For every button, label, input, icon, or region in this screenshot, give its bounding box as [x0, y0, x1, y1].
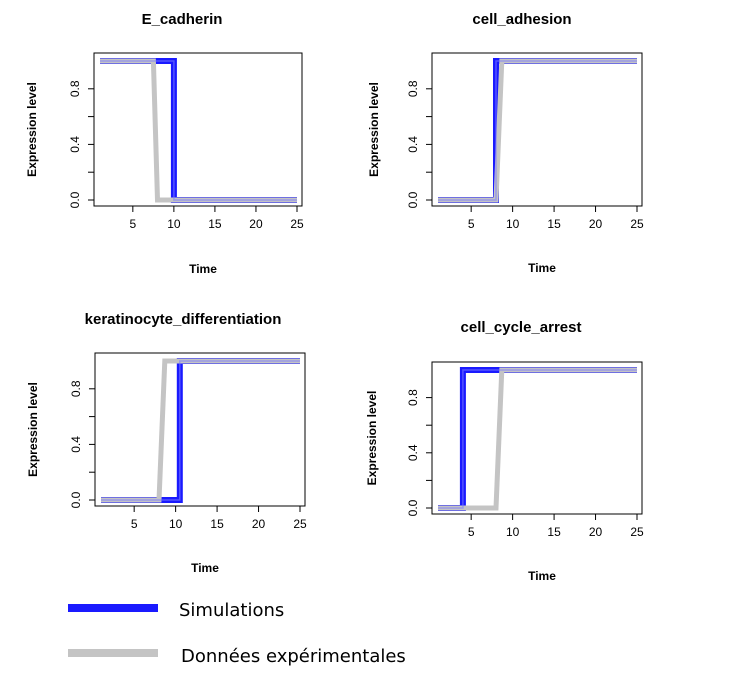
- series-line-donn-es-exp-rimentales: [101, 358, 300, 503]
- legend-label-simulations: Simulations: [179, 600, 284, 621]
- y-tick-label: 0.4: [69, 436, 83, 453]
- y-tick-label: 0.4: [406, 136, 420, 153]
- x-tick-label: 25: [293, 517, 307, 531]
- series-overlap-highlight: [438, 369, 637, 509]
- series-overlap-highlight: [101, 360, 300, 501]
- plot-frame: [431, 52, 643, 207]
- x-axis-label: Time: [528, 569, 556, 583]
- y-axis-label: Expression level: [26, 382, 40, 477]
- chart-panel-cell-adhesion: cell_adhesion 5 10 15 20 25 0.0 0.4 0.8 Time Expre…: [367, 11, 644, 275]
- y-tick-label: 0.0: [406, 499, 420, 516]
- chart-title: cell_adhesion: [472, 11, 571, 28]
- chart-panel-cell-cycle-arrest: cell_cycle_arrest 5 10 15 20 25 0.0 0.4 0.8 Time E…: [365, 319, 644, 583]
- series-line-donn-es-exp-rimentales: [438, 367, 637, 511]
- series-line-donn-es-exp-rimentales: [438, 58, 637, 203]
- series-line-simulations: [100, 58, 297, 203]
- x-tick-label: 15: [208, 217, 222, 231]
- chart-title: keratinocyte_differentiation: [85, 311, 282, 328]
- chart-panel-e-cadherin: E_cadherin 5 10 15 20 25 0.0 0.4 0.8 Time Expressi…: [25, 11, 304, 276]
- series-line-simulations: [438, 58, 637, 203]
- x-tick-label: 20: [252, 517, 266, 531]
- x-tick-label: 20: [589, 525, 603, 539]
- x-tick-label: 25: [630, 525, 644, 539]
- y-tick-label: 0.0: [406, 191, 420, 208]
- series-line-simulations: [438, 367, 637, 511]
- x-tick-label: 10: [506, 525, 520, 539]
- y-axis-label: Expression level: [367, 82, 381, 177]
- y-tick-label: 0.8: [69, 380, 83, 397]
- x-axis-label: Time: [528, 261, 556, 275]
- plot-frame: [93, 52, 303, 207]
- y-axis-label: Expression level: [25, 82, 39, 177]
- y-tick-label: 0.4: [406, 444, 420, 461]
- chart-title: E_cadherin: [142, 11, 223, 28]
- series-line-donn-es-exp-rimentales: [100, 58, 297, 203]
- x-tick-label: 5: [468, 217, 475, 231]
- x-tick-label: 15: [547, 217, 561, 231]
- y-axis-label: Expression level: [365, 391, 379, 486]
- x-tick-label: 5: [131, 517, 138, 531]
- series-line-simulations: [101, 358, 300, 503]
- x-tick-label: 15: [210, 517, 224, 531]
- x-tick-label: 25: [290, 217, 304, 231]
- y-tick-label: 0.4: [68, 136, 82, 153]
- series-overlap-highlight: [438, 60, 637, 201]
- x-tick-label: 25: [630, 217, 644, 231]
- legend: Simulations Données expérimentales: [68, 600, 406, 667]
- x-axis-label: Time: [191, 561, 219, 575]
- y-tick-label: 0.8: [406, 389, 420, 406]
- x-axis-label: Time: [189, 262, 217, 276]
- x-tick-label: 5: [129, 217, 136, 231]
- y-tick-label: 0.0: [68, 191, 82, 208]
- y-tick-label: 0.0: [69, 491, 83, 508]
- x-tick-label: 15: [547, 525, 561, 539]
- chart-title: cell_cycle_arrest: [461, 319, 582, 336]
- x-tick-label: 10: [506, 217, 520, 231]
- x-tick-label: 20: [249, 217, 263, 231]
- x-tick-label: 20: [589, 217, 603, 231]
- x-tick-label: 5: [468, 525, 475, 539]
- x-tick-label: 10: [167, 217, 181, 231]
- legend-label-experimental: Données expérimentales: [181, 646, 406, 667]
- y-tick-label: 0.8: [406, 80, 420, 97]
- x-tick-label: 10: [169, 517, 183, 531]
- series-overlap-highlight: [100, 60, 297, 201]
- plot-frame: [94, 352, 306, 507]
- plot-frame: [431, 361, 643, 515]
- chart-panel-keratinocyte-differentiation: keratinocyte_differentiation 5 10 15 20 25 0.0…: [26, 311, 307, 575]
- y-tick-label: 0.8: [68, 80, 82, 97]
